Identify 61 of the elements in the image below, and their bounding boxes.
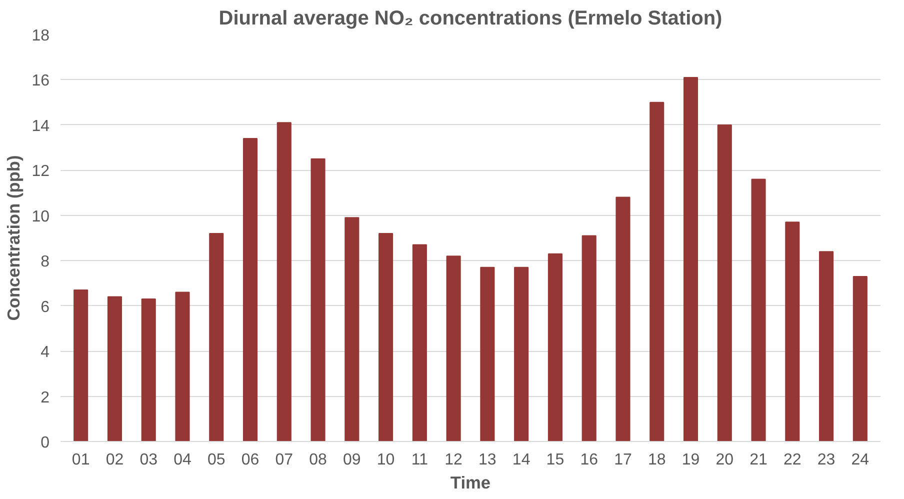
bar xyxy=(446,256,461,442)
bar xyxy=(548,253,562,442)
chart-title: Diurnal average NO₂ concentrations (Ermelo Station) xyxy=(218,8,722,30)
x-tick-label: 11 xyxy=(411,452,428,468)
y-tick-label: 4 xyxy=(40,344,50,362)
x-tick-label: 14 xyxy=(512,452,530,468)
bar xyxy=(683,76,698,442)
bar xyxy=(412,244,427,442)
x-tick-label: 08 xyxy=(309,452,328,468)
x-tick-label: 12 xyxy=(444,452,463,468)
x-tick-label: 07 xyxy=(275,452,294,468)
bar xyxy=(819,251,834,442)
x-tick-label: 20 xyxy=(716,452,734,468)
x-tick-label: 09 xyxy=(343,452,361,468)
bar xyxy=(514,266,529,442)
x-tick-label: 03 xyxy=(140,452,158,468)
y-tick-label: 6 xyxy=(40,298,50,316)
x-tick-label: 13 xyxy=(478,452,496,468)
bar xyxy=(616,196,630,442)
bar xyxy=(852,276,868,442)
bar xyxy=(74,290,88,442)
bar xyxy=(209,232,224,442)
y-tick-label: 10 xyxy=(32,208,50,226)
y-tick-label: 16 xyxy=(32,72,50,90)
bar xyxy=(480,266,495,442)
x-tick-label: 24 xyxy=(851,452,870,468)
bar xyxy=(378,232,394,442)
bar xyxy=(344,217,360,442)
bar xyxy=(751,178,766,442)
x-tick-label: 16 xyxy=(580,452,598,468)
x-tick-label: 06 xyxy=(241,452,260,468)
bar xyxy=(582,235,596,442)
x-tick-label: 10 xyxy=(376,452,395,468)
x-tick-label: 21 xyxy=(750,452,768,468)
bar xyxy=(650,102,664,442)
y-tick-label: 14 xyxy=(32,118,50,135)
bar xyxy=(276,122,292,442)
x-tick-label: 01 xyxy=(72,452,90,468)
x-tick-label: 05 xyxy=(207,452,226,468)
y-tick-label: 12 xyxy=(32,163,50,180)
x-tick-label: 15 xyxy=(546,452,564,468)
bar xyxy=(242,138,258,442)
x-tick-label: 17 xyxy=(614,452,632,468)
y-tick-label: 0 xyxy=(40,434,50,452)
y-tick-label: 2 xyxy=(40,389,50,406)
x-tick-label: 18 xyxy=(648,452,666,468)
x-tick-label: 02 xyxy=(106,452,124,468)
x-tick-label: 23 xyxy=(817,452,836,468)
bar xyxy=(310,158,326,442)
y-axis-title: Concentration (ppb) xyxy=(4,155,24,321)
bar xyxy=(141,298,156,442)
bar xyxy=(717,124,732,442)
bar xyxy=(785,222,800,442)
bar xyxy=(175,292,190,442)
x-tick-label: 19 xyxy=(682,452,700,468)
y-tick-label: 18 xyxy=(32,28,50,44)
x-tick-label: 04 xyxy=(174,452,192,468)
y-tick-label: 8 xyxy=(40,254,50,271)
bar xyxy=(107,296,122,442)
x-axis-title: Time xyxy=(450,472,491,492)
x-tick-label: 22 xyxy=(784,452,802,468)
